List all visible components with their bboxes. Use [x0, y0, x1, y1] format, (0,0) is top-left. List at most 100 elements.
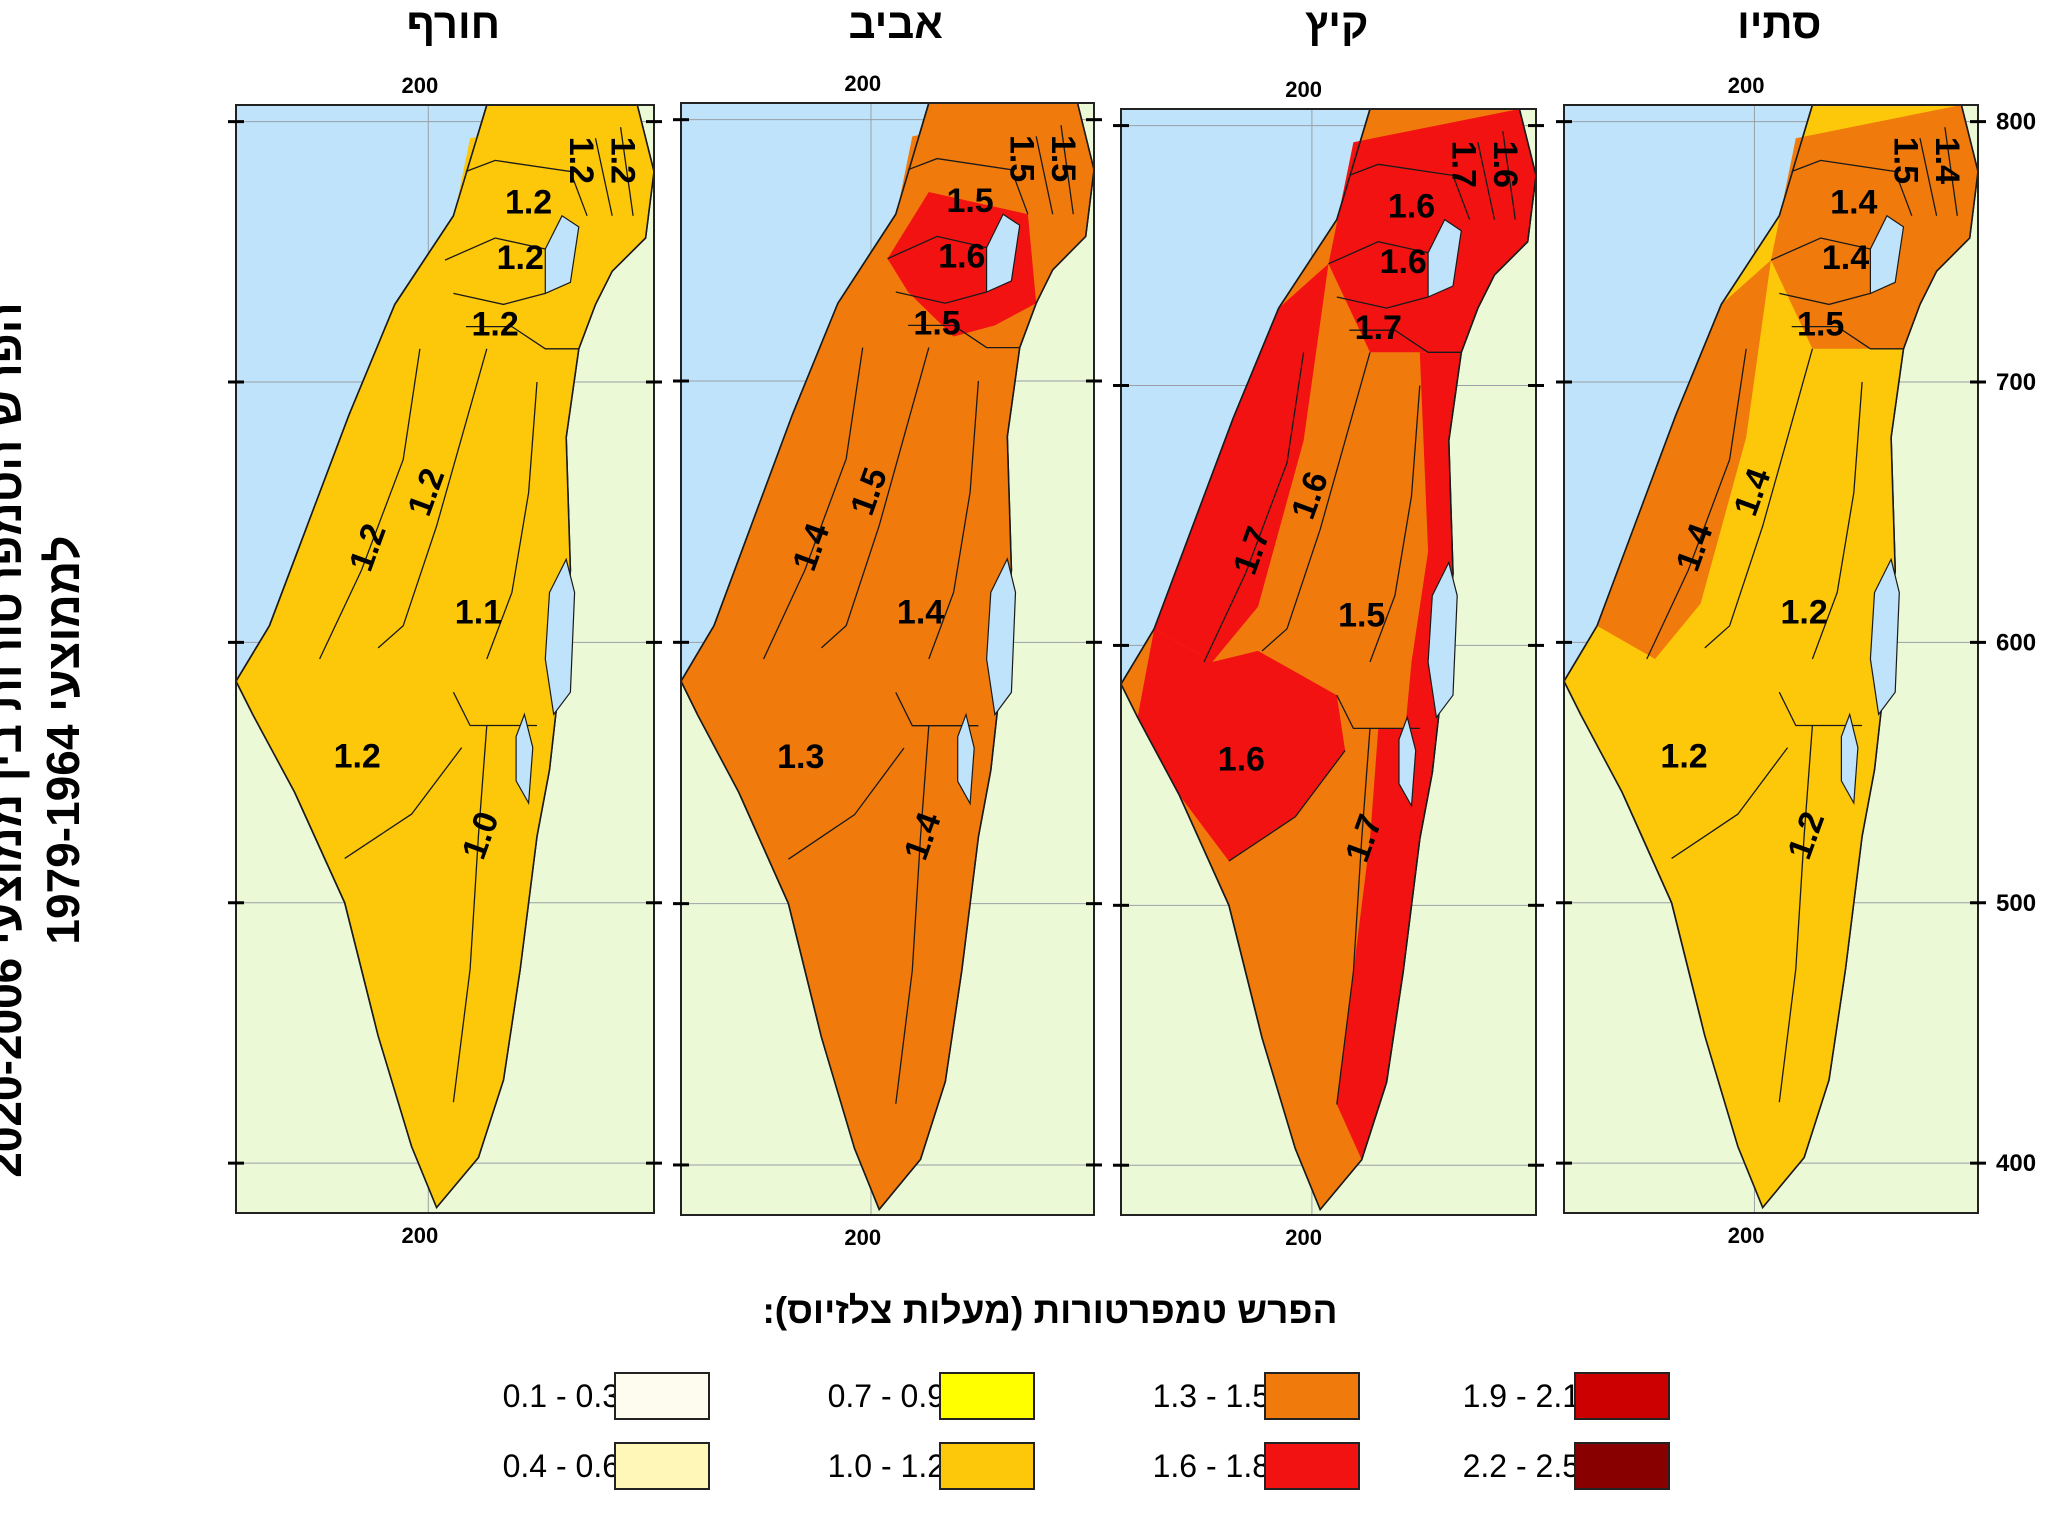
region-boundary: [1791, 325, 1904, 350]
region-boundary: [895, 725, 930, 1104]
region-boundary: [453, 292, 546, 306]
legend-item: 0.4 - 0.6: [470, 1442, 740, 1492]
value-label-upper-galilee: 1.5: [946, 182, 993, 220]
northing-tick-label: 400: [1996, 1150, 2036, 1177]
value-label-upper-galilee: 1.6: [1388, 188, 1435, 226]
country-border: [681, 103, 1094, 1211]
region-boundary: [1791, 159, 1913, 217]
region-boundary: [928, 380, 980, 660]
region-valley: [1837, 348, 1904, 837]
season-title: קיץ: [1305, 0, 1368, 47]
region-boundary: [1778, 725, 1814, 1103]
value-label-upper-galilee-east-1: 1.5: [1886, 137, 1924, 184]
region-south: [788, 659, 991, 1210]
bottom-easting-tick: 200: [1728, 1223, 1765, 1248]
value-label-jezreel: 1.5: [1797, 306, 1844, 344]
region-boundary: [1336, 694, 1420, 730]
legend-item: 1.0 - 1.2: [795, 1442, 1065, 1492]
mediterranean-sea: [236, 105, 487, 682]
legend-label: 1.6 - 1.8: [1152, 1448, 1270, 1484]
season-title: חורף: [407, 0, 500, 47]
region-boundary: [1228, 750, 1346, 862]
northing-tick-label: 500: [1996, 890, 2036, 917]
region-boundary: [1477, 142, 1496, 220]
region-valley: [1394, 352, 1462, 839]
legend-swatch: [1574, 1442, 1670, 1490]
region-valley: [511, 348, 579, 837]
legend-label: 2.2 - 2.5: [1462, 1448, 1580, 1484]
value-label-judea: 1.2: [1780, 594, 1827, 632]
region-boundary: [1671, 747, 1789, 859]
legend-item: 0.7 - 0.9: [795, 1372, 1065, 1422]
panel-frame: [1563, 104, 1979, 1214]
value-label-jezreel: 1.2: [472, 306, 519, 344]
southern-basin: [957, 712, 975, 806]
region-boundary: [1203, 352, 1305, 663]
northing-tick-label: 600: [1996, 629, 2036, 656]
value-label-upper-galilee-east-2: 1.6: [1486, 141, 1524, 188]
region-boundary: [1349, 163, 1471, 220]
value-label-judea: 1.4: [897, 594, 944, 632]
value-label-jezreel: 1.5: [913, 304, 960, 342]
region-center: [307, 260, 571, 682]
region-boundary: [1502, 131, 1516, 220]
region-boundary: [1035, 136, 1054, 215]
dead-sea: [544, 557, 576, 716]
sea-of-galilee: [1427, 218, 1462, 298]
legend-swatch: [1264, 1372, 1360, 1420]
region-boundary: [1369, 385, 1421, 663]
value-label-jezreel: 1.7: [1355, 309, 1402, 347]
region-boundary: [452, 691, 537, 727]
region-south_plain: [1137, 628, 1346, 862]
country-border: [1564, 105, 1978, 1210]
legend-title: הפרש טמפרטורות (מעלות צלזיוס):: [762, 1290, 1338, 1331]
value-label-upper-galilee-east-1: 1.5: [1003, 135, 1041, 182]
top-easting-tick: 200: [1728, 73, 1765, 98]
region-boundary: [594, 138, 613, 216]
region-boundary: [1328, 241, 1429, 265]
region-boundary: [1060, 125, 1074, 215]
region-boundary: [763, 347, 864, 660]
legend-label: 1.0 - 1.2: [827, 1448, 945, 1484]
region-coast: [1597, 260, 1771, 659]
value-label-upper-galilee-east-2: 1.2: [604, 137, 642, 184]
region-boundary: [319, 348, 421, 660]
panel-frame: [680, 102, 1095, 1216]
legend-label: 0.7 - 0.9: [827, 1378, 945, 1414]
region-boundary: [344, 747, 463, 859]
panel-frame: [235, 104, 655, 1214]
region-boundary: [1704, 348, 1814, 649]
value-label-upper-galilee-east-2: 1.4: [1928, 137, 1966, 184]
region-boundary: [1349, 329, 1462, 353]
vertical-title-line2: לממוצעי 1979-1964: [37, 535, 89, 945]
value-label-lower-galilee: 1.4: [1822, 239, 1869, 277]
bottom-easting-tick: 200: [402, 1223, 439, 1248]
panel-frame: [1120, 108, 1537, 1216]
top-easting-tick: 200: [1285, 77, 1322, 102]
southern-basin: [1398, 715, 1417, 808]
region-boundary: [1261, 352, 1371, 652]
region-boundary: [1779, 292, 1871, 306]
sea-of-galilee: [1869, 214, 1905, 295]
region-boundary: [907, 157, 1029, 215]
dead-sea: [985, 557, 1017, 717]
bottom-easting-tick: 200: [844, 1225, 881, 1250]
region-boundary: [908, 324, 1020, 349]
region-south_plain: [1580, 625, 1788, 859]
value-label-upper-galilee-east-1: 1.7: [1444, 141, 1482, 188]
region-boundary: [895, 692, 979, 727]
region-boundary: [1778, 691, 1863, 727]
legend-item: 1.3 - 1.5: [1120, 1372, 1390, 1422]
region-boundary: [895, 291, 987, 304]
legend-item: 2.2 - 2.5: [1430, 1442, 1700, 1492]
dead-sea: [1869, 557, 1900, 716]
value-label-northern-negev: 1.6: [1218, 741, 1265, 779]
value-label-lower-galilee: 1.2: [497, 239, 544, 277]
mediterranean-sea: [1121, 109, 1370, 685]
region-south_plain: [252, 625, 462, 859]
legend-item: 1.9 - 2.1: [1430, 1372, 1700, 1422]
legend-label: 0.1 - 0.3: [502, 1378, 620, 1414]
